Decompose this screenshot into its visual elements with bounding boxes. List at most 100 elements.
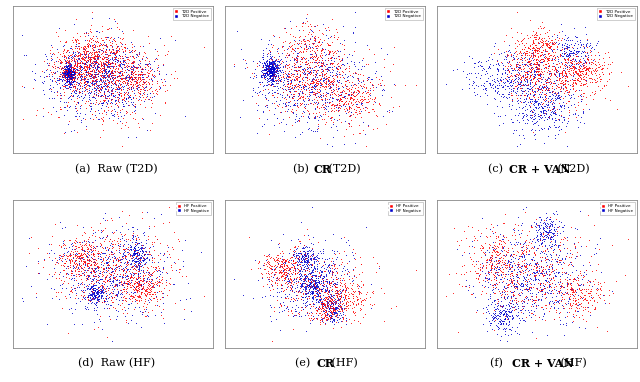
Point (454, 281, 465, 287)
Point (134, 282, 145, 288)
Point (503, 249, 513, 255)
Point (319, 116, 329, 122)
Point (102, 76, 113, 82)
Point (371, 269, 381, 275)
Point (529, 260, 540, 266)
Point (532, 45, 542, 51)
Point (102, 217, 112, 223)
Point (81, 253, 91, 259)
Point (89, 44, 99, 50)
Point (265, 77, 275, 83)
Point (70, 62, 81, 68)
Point (593, 286, 604, 292)
Point (353, 59, 364, 65)
Point (100, 97, 110, 103)
Point (564, 89, 574, 96)
Point (491, 277, 501, 283)
Point (536, 114, 547, 120)
Point (120, 297, 131, 303)
Point (82, 257, 92, 264)
Point (138, 282, 148, 288)
Point (326, 286, 337, 293)
Point (89, 53, 99, 60)
Point (263, 63, 273, 69)
Point (479, 275, 490, 281)
Point (60, 73, 70, 79)
Point (518, 206, 528, 212)
Point (511, 48, 521, 54)
Point (456, 271, 466, 277)
Point (540, 87, 550, 94)
Point (511, 62, 521, 68)
Point (538, 285, 548, 291)
Point (91, 66, 101, 72)
Point (513, 55, 523, 61)
Point (84, 62, 95, 68)
Point (267, 70, 277, 76)
Point (135, 255, 145, 261)
Point (69, 62, 79, 68)
Point (325, 280, 335, 286)
Point (340, 293, 351, 299)
Point (269, 71, 279, 77)
Point (46, 88, 56, 94)
Point (293, 250, 303, 256)
Point (96, 293, 106, 299)
Point (290, 267, 300, 274)
Point (549, 224, 559, 230)
Point (306, 278, 316, 284)
Point (332, 77, 342, 83)
Point (529, 97, 539, 104)
Point (301, 259, 311, 265)
Point (60, 83, 70, 89)
Point (535, 237, 545, 243)
Point (125, 293, 136, 299)
Point (523, 251, 533, 257)
Point (582, 65, 592, 71)
Point (348, 246, 358, 252)
Point (105, 264, 115, 270)
Point (125, 53, 135, 59)
Point (332, 299, 342, 305)
Point (338, 265, 348, 271)
Point (324, 302, 335, 308)
Point (74, 40, 84, 46)
Point (129, 103, 139, 109)
Point (94, 81, 104, 87)
Point (506, 88, 516, 94)
Point (308, 53, 318, 60)
Point (111, 97, 121, 103)
Point (74, 250, 84, 256)
Point (116, 86, 126, 92)
Point (264, 261, 275, 267)
Point (587, 65, 597, 71)
Point (492, 269, 502, 275)
Point (110, 267, 120, 273)
Point (535, 59, 545, 65)
Point (69, 75, 79, 81)
Point (543, 60, 553, 66)
Point (591, 299, 602, 305)
Point (113, 301, 123, 308)
Point (541, 229, 552, 235)
Point (134, 246, 144, 252)
Point (70, 261, 80, 267)
Point (521, 260, 531, 266)
Point (347, 52, 357, 58)
Point (93, 290, 103, 296)
Point (300, 60, 310, 66)
Point (353, 88, 364, 94)
Point (123, 275, 133, 281)
Point (87, 110, 97, 117)
Point (300, 267, 310, 273)
Point (371, 84, 381, 91)
Point (515, 92, 525, 98)
Point (296, 272, 307, 278)
Point (266, 67, 276, 73)
Point (493, 60, 503, 66)
Point (525, 104, 535, 110)
Point (524, 312, 534, 318)
Point (63, 70, 73, 76)
Point (70, 246, 80, 252)
Point (280, 68, 290, 74)
